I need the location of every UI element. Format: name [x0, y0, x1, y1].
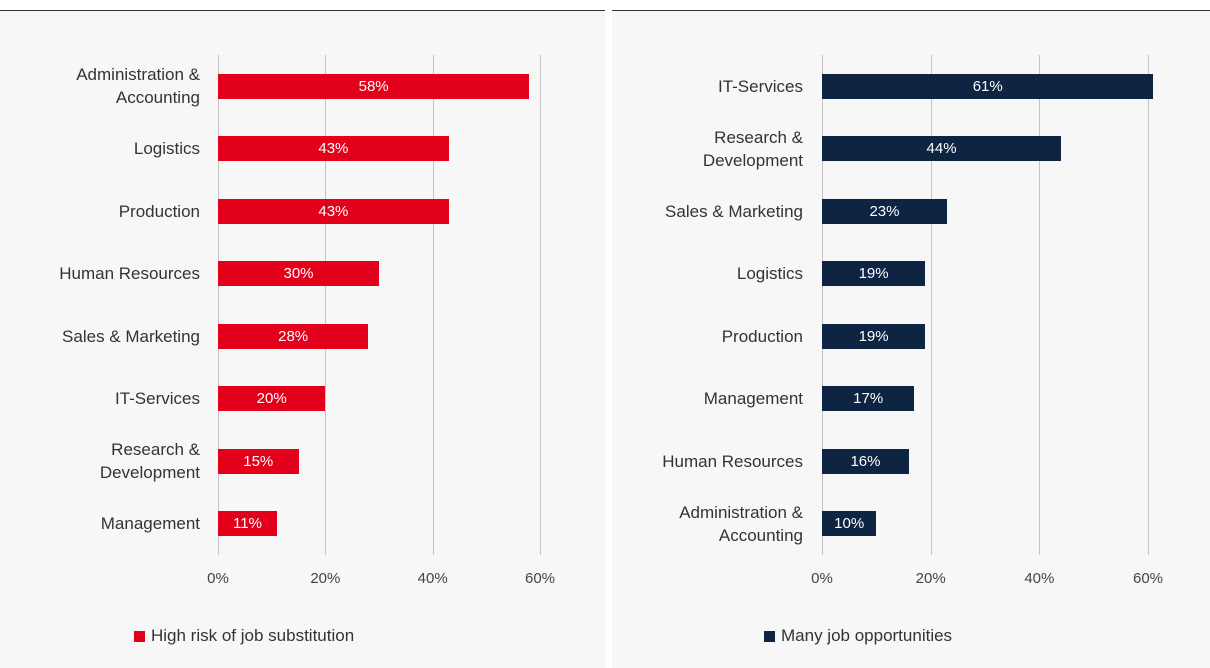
bar	[822, 323, 926, 349]
value-label: 23%	[869, 202, 900, 220]
bar	[218, 448, 299, 474]
grid-line	[540, 55, 541, 555]
value-label: 20%	[256, 390, 287, 408]
x-tick-label: 0%	[811, 570, 833, 587]
bar	[822, 73, 1154, 99]
grid-line	[218, 55, 219, 555]
x-tick-label: 40%	[1024, 570, 1055, 587]
value-label: 43%	[318, 202, 349, 220]
legend-label: High risk of job substitution	[151, 626, 355, 645]
value-label: 16%	[850, 452, 881, 470]
x-tick-label: 40%	[417, 570, 448, 587]
y-tick-label: Administration & Accounting	[679, 502, 803, 545]
y-tick-label: Administration & Accounting	[76, 65, 200, 108]
x-tick-label: 0%	[207, 570, 229, 587]
bar	[822, 511, 877, 537]
y-tick-label: Research & Development	[702, 127, 803, 170]
bar	[822, 448, 909, 474]
y-tick-label: Human Resources	[662, 451, 803, 471]
bar	[218, 386, 326, 412]
value-label: 28%	[278, 327, 309, 345]
bar	[218, 73, 530, 99]
y-tick-label: Human Resources	[59, 264, 200, 284]
y-tick-label: Logistics	[736, 264, 803, 284]
bar	[822, 198, 947, 224]
grid-line	[930, 55, 932, 555]
legend-label: Many job opportunities	[781, 626, 953, 645]
legend-swatch	[134, 631, 145, 642]
bar	[822, 386, 915, 412]
y-tick-label: Management	[100, 514, 200, 534]
value-label: 30%	[283, 265, 314, 283]
value-label: 44%	[926, 140, 957, 158]
bar	[218, 136, 449, 162]
value-label: 61%	[972, 77, 1003, 95]
y-tick-label: Production	[721, 326, 803, 346]
x-tick-label: 60%	[524, 570, 556, 587]
y-tick-label: Research & Development	[99, 440, 200, 483]
y-tick-label: Sales & Marketing	[62, 326, 200, 346]
value-label: 43%	[318, 140, 349, 158]
y-tick-label: Sales & Marketing	[665, 201, 803, 221]
y-tick-label: Production	[118, 201, 200, 221]
y-tick-label: IT-Services	[717, 76, 803, 96]
grid-line	[432, 55, 434, 555]
value-label: 11%	[233, 515, 262, 533]
y-tick-label: IT-Services	[114, 389, 200, 409]
grid-line	[822, 55, 823, 555]
bar	[218, 198, 449, 224]
grid-line	[325, 55, 327, 555]
value-label: 19%	[858, 265, 889, 283]
bar	[218, 261, 379, 287]
y-tick-label: Logistics	[133, 139, 200, 159]
x-tick-label: 20%	[310, 570, 341, 587]
value-label: 15%	[243, 452, 274, 470]
grid-line	[1039, 55, 1041, 555]
value-label: 17%	[853, 390, 884, 408]
value-label: 10%	[834, 515, 865, 533]
bar	[218, 323, 369, 349]
x-tick-label: 20%	[915, 570, 946, 587]
bar	[822, 261, 926, 287]
x-tick-label: 60%	[1132, 570, 1164, 587]
y-tick-label: Management	[703, 389, 803, 409]
grid-line	[1148, 55, 1149, 555]
legend-swatch	[764, 631, 775, 642]
value-label: 19%	[858, 327, 889, 345]
value-label: 58%	[358, 77, 389, 95]
bar	[218, 511, 278, 537]
bar	[822, 136, 1062, 162]
